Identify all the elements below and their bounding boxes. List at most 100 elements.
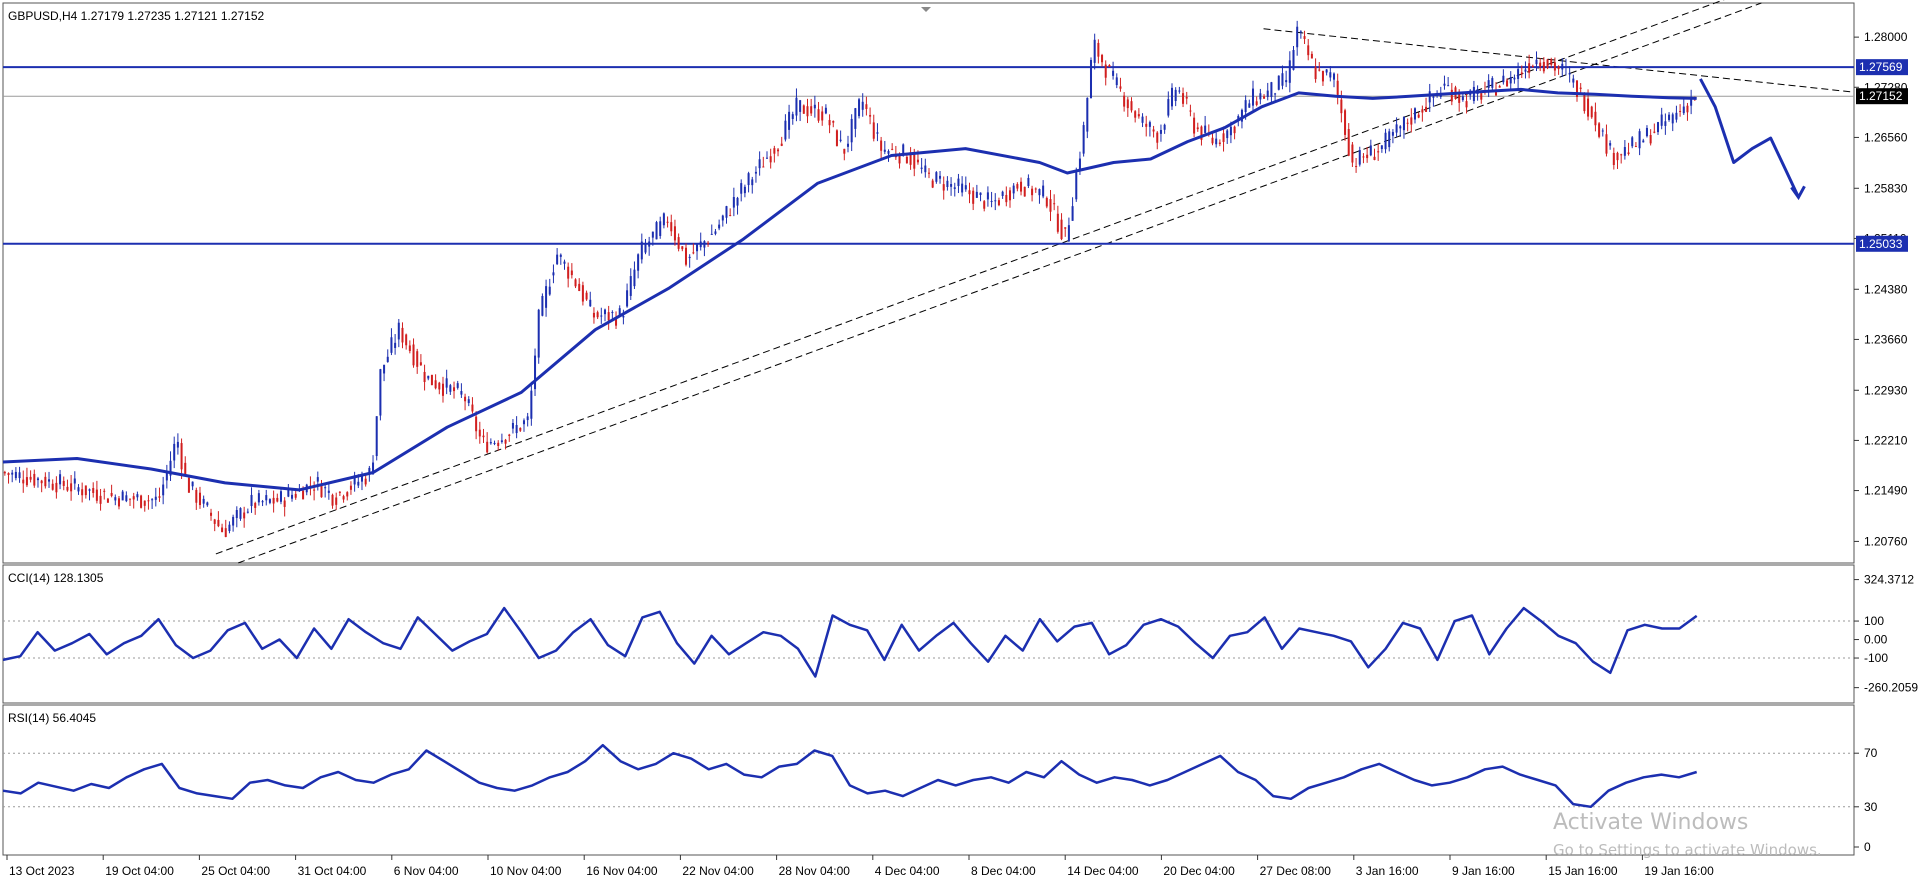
candle-body [1461,96,1464,101]
rsi-tick-label: 70 [1864,746,1878,760]
candle-body [110,492,113,496]
dropdown-arrow-icon[interactable] [921,7,931,12]
forecast-arrow-icon [1790,185,1806,201]
candle-body [861,101,864,110]
candle-body [732,197,735,208]
candle-body [1575,80,1579,97]
candle-body [821,111,824,121]
candle-body [754,171,757,174]
candle-body [1388,131,1391,148]
candle-body [1517,69,1520,79]
candle-body [765,157,769,159]
candle-body [449,385,452,392]
candle-body [1609,143,1612,146]
candle-body [1679,110,1682,112]
candle-body [1656,122,1660,133]
candle-body [979,192,982,196]
price-tick-label: 1.26560 [1864,130,1908,144]
candle-body [464,396,467,402]
candle-body [372,462,375,475]
candle-body [202,498,205,504]
candle-body [210,512,213,516]
time-tick-label: 16 Nov 04:00 [586,864,658,878]
candle-body [482,435,485,438]
candle-body [526,416,529,421]
candle-body [1546,59,1549,69]
level-price-tag-bg [1856,235,1908,252]
candle-body [88,489,91,491]
candle-body [44,476,47,487]
candle-body [677,237,680,249]
candle-body [1310,53,1313,59]
candle-body [1358,150,1361,165]
candle-body [335,497,338,505]
candle-body [1321,71,1324,82]
candle-body [331,494,334,506]
candle-body [1178,90,1181,92]
rsi-indicator: 70 30 0 [2,743,1878,854]
candle-body [11,472,14,475]
time-tick-label: 19 Jan 16:00 [1644,864,1714,878]
candle-body [905,156,908,164]
candle-body [983,201,986,209]
candle-body [1531,65,1534,68]
candle-body [1023,186,1026,197]
candle-body [1255,101,1258,105]
candle-body [1402,117,1405,131]
candle-body [1664,121,1667,126]
candle-body [1557,66,1560,70]
candle-body [637,254,640,271]
time-tick-label: 14 Dec 04:00 [1067,864,1139,878]
candle-body [1064,227,1067,229]
time-tick-label: 20 Dec 04:00 [1163,864,1235,878]
candle-body [990,200,993,202]
candle-body [541,296,544,316]
candle-body [1645,127,1648,137]
candle-body [1627,152,1630,155]
candle-body [1539,62,1542,67]
candle-body [537,309,540,358]
candle-body [559,254,562,257]
candle-body [946,180,949,188]
candle-body [603,309,606,315]
candle-body [386,356,389,362]
candle-body [751,179,754,186]
candle-body [1134,111,1137,118]
candle-body [729,215,732,217]
candle-body [1086,97,1089,132]
candle-body [1259,93,1262,100]
candle-body [1572,78,1575,83]
time-tick-label: 28 Nov 04:00 [779,864,851,878]
candle-body [1506,80,1509,87]
candle-body [1377,151,1380,153]
candle-body [489,442,492,444]
candle-body [1553,62,1556,71]
candle-body [1237,116,1240,121]
candle-body [622,315,625,318]
candle-body [162,484,165,496]
candle-body [191,481,194,487]
candle-body [817,109,820,121]
candle-body [117,498,120,507]
candle-body [438,382,441,390]
candle-body [858,99,861,117]
candle-body [1082,125,1085,154]
candle-body [154,496,157,500]
candle-body [684,247,688,265]
candle-body [578,283,581,292]
candle-body [522,420,525,425]
candle-body [1174,89,1177,102]
candle-body [1218,142,1221,144]
candle-body [802,105,805,114]
candle-body [835,130,838,146]
candle-body [1031,188,1034,196]
candle-body [1008,190,1012,201]
time-tick-label: 8 Dec 04:00 [971,864,1036,878]
candle-body [1425,106,1428,112]
candle-body [349,485,352,490]
candle-body [224,528,227,537]
candle-body [850,118,853,143]
candle-body [268,499,271,503]
forecast-line [1699,78,1800,198]
